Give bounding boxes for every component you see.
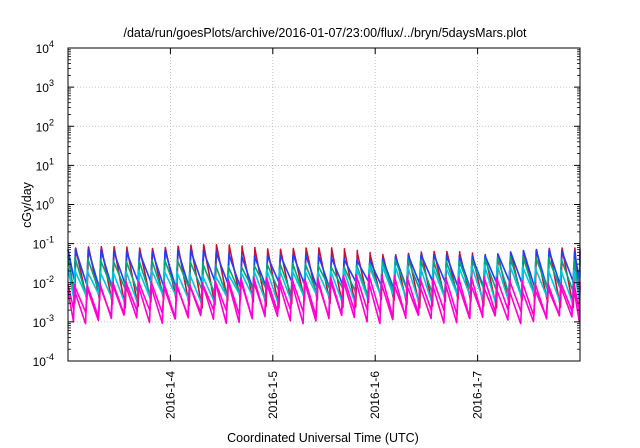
x-axis: 2016-1-4 2016-1-5 2016-1-6 2016-1-7 <box>163 48 485 419</box>
y-tick-label: 103 <box>36 78 54 95</box>
series-line <box>67 255 581 298</box>
y-tick-label: 102 <box>36 117 54 134</box>
grid-lines <box>68 48 580 361</box>
series-group <box>67 244 581 325</box>
x-tick-label: 2016-1-7 <box>471 371 485 419</box>
y-tick-label: 100 <box>36 196 54 213</box>
x-axis-label: Coordinated Universal Time (UTC) <box>227 431 419 445</box>
y-tick-label: 104 <box>36 39 54 56</box>
series-line <box>67 279 581 325</box>
series-line <box>67 274 581 320</box>
y-axis: 10-4 10-3 10-2 10-1 100 101 102 103 104 <box>33 39 580 369</box>
y-tick-label: 10-2 <box>33 274 54 291</box>
y-tick-label: 10-1 <box>33 235 54 252</box>
x-tick-label: 2016-1-4 <box>163 371 177 419</box>
x-tick-label: 2016-1-5 <box>266 371 280 419</box>
y-tick-label: 101 <box>36 156 54 173</box>
y-axis-label: cGy/day <box>20 181 34 228</box>
y-tick-label: 10-4 <box>33 352 54 369</box>
y-tick-label: 10-3 <box>33 313 54 330</box>
x-tick-label: 2016-1-6 <box>368 371 382 419</box>
chart-title: /data/run/goesPlots/archive/2016-01-07/2… <box>123 26 527 40</box>
